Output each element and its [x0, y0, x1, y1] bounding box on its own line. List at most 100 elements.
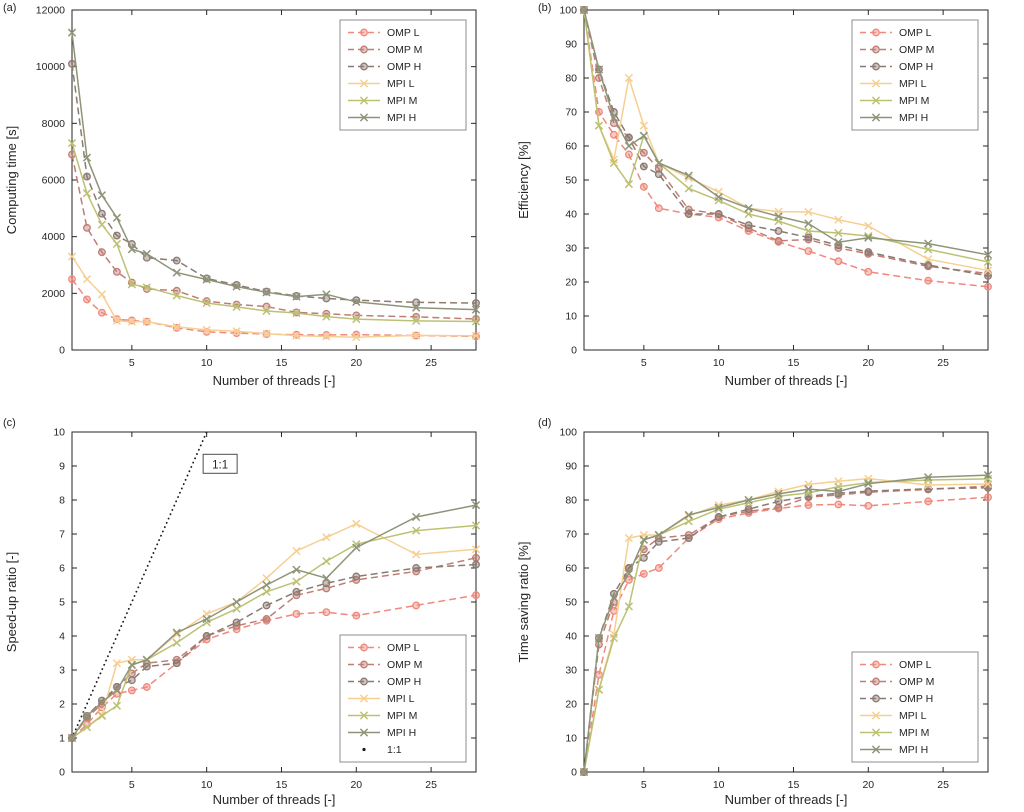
x-marker — [82, 722, 92, 732]
series-line — [583, 487, 989, 773]
legend-label: MPI M — [387, 95, 417, 107]
legend: OMP L OMP M OMP H MPI L MPI M MPI H 1:1 — [339, 634, 467, 763]
x-marker — [292, 292, 301, 301]
x-marker — [262, 587, 271, 596]
circle-marker — [872, 62, 880, 71]
circle-marker — [97, 209, 106, 218]
x-marker — [983, 471, 993, 480]
circle-marker — [262, 601, 271, 610]
circle-marker — [714, 210, 723, 218]
x-marker — [871, 79, 881, 88]
circle-marker — [654, 204, 663, 213]
x-tick-label: 15 — [276, 779, 288, 791]
legend-item-mpi-m: MPI M — [348, 95, 417, 107]
x-marker — [834, 238, 843, 247]
x-marker — [232, 327, 241, 336]
circle-marker — [864, 501, 873, 510]
x-marker — [82, 153, 92, 162]
circle-marker — [834, 500, 843, 509]
x-marker — [142, 655, 151, 664]
y-tick-label: 40 — [565, 631, 577, 643]
series-line — [71, 256, 477, 338]
y-tick-label: 2000 — [42, 288, 66, 300]
circle-marker — [639, 182, 648, 191]
x-marker — [127, 317, 136, 326]
axes: 5 10 15 20 25 0 10 20 30 40 50 60 70 80 90 100 Number of… — [516, 5, 989, 388]
x-marker — [871, 745, 881, 754]
panel-label-a: (a) — [3, 2, 17, 14]
circle-marker — [322, 579, 331, 588]
circle-marker — [292, 587, 301, 596]
x-marker — [609, 633, 619, 643]
legend-item-omp-m: OMP M — [348, 44, 422, 56]
legend-item-mpi-h: MPI H — [860, 112, 928, 124]
circle-marker — [924, 497, 933, 506]
circle-marker — [360, 28, 368, 37]
circle-marker — [872, 677, 880, 686]
x-marker — [142, 317, 151, 326]
legend-label: 1:1 — [387, 744, 402, 756]
x-tick-label: 25 — [937, 357, 949, 369]
series-omp-h — [580, 483, 992, 776]
circle-marker — [97, 308, 106, 317]
circle-marker — [684, 210, 693, 218]
circle-marker — [684, 534, 693, 543]
x-axis-label: Number of threads [-] — [213, 792, 336, 807]
legend-item-1-1: 1:1 — [362, 744, 402, 756]
circle-marker — [360, 643, 368, 652]
panel-label-c: (c) — [3, 417, 16, 429]
y-tick-label: 80 — [565, 495, 577, 507]
x-marker — [112, 659, 122, 668]
x-marker — [471, 317, 481, 326]
circle-marker — [774, 236, 783, 245]
legend-item-omp-h: OMP H — [348, 61, 421, 73]
legend-box — [339, 19, 467, 131]
panel-a: 5 10 15 20 25 0 2000 4000 6000 8000 10000 12000 Numb… — [0, 0, 512, 406]
x-marker — [67, 252, 77, 261]
legend-label: MPI L — [387, 78, 415, 90]
series-omp-m — [68, 150, 480, 323]
axes: 5 10 15 20 25 0 10 20 30 40 50 60 70 80 90 100 Number of… — [516, 427, 989, 807]
x-marker — [412, 550, 421, 559]
chart-b: 5 10 15 20 25 0 10 20 30 40 50 60 70 80 90 100 Number of… — [516, 5, 993, 388]
legend: OMP L OMP M OMP H MPI L MPI M MPI H — [851, 651, 979, 763]
legend-label: MPI M — [899, 727, 929, 739]
circle-marker — [639, 148, 648, 157]
x-tick-label: 20 — [862, 357, 874, 369]
x-marker — [127, 280, 136, 289]
x-marker — [471, 545, 481, 554]
x-marker — [412, 303, 421, 312]
x-marker — [624, 73, 634, 83]
legend-label: OMP M — [899, 44, 934, 56]
circle-marker — [654, 564, 663, 572]
circle-marker — [984, 282, 992, 291]
circle-marker — [744, 505, 753, 514]
legend-label: OMP H — [899, 61, 933, 73]
legend-box — [851, 651, 979, 763]
x-marker — [172, 291, 181, 300]
circle-marker — [172, 659, 181, 668]
x-marker — [202, 275, 211, 284]
legend-item-omp-l: OMP L — [348, 27, 420, 39]
x-marker — [142, 249, 151, 258]
circle-marker — [864, 248, 873, 257]
y-tick-label: 100 — [559, 5, 577, 17]
circle-marker — [262, 302, 271, 311]
x-marker — [654, 158, 663, 168]
x-marker — [112, 316, 122, 325]
x-marker — [67, 733, 77, 743]
x-marker — [594, 633, 604, 643]
x-tick-label: 25 — [937, 779, 949, 791]
y-tick-label: 40 — [565, 209, 577, 221]
x-marker — [172, 638, 181, 647]
circle-marker — [609, 130, 618, 139]
y-tick-label: 90 — [565, 461, 577, 473]
legend-item-omp-m: OMP M — [860, 676, 934, 688]
circle-marker — [744, 221, 753, 230]
legend-label: OMP H — [387, 676, 421, 688]
chart-d: 5 10 15 20 25 0 10 20 30 40 50 60 70 80 90 100 Number of… — [516, 427, 993, 807]
x-marker — [262, 580, 271, 590]
x-marker — [292, 546, 301, 556]
x-marker — [624, 141, 634, 151]
